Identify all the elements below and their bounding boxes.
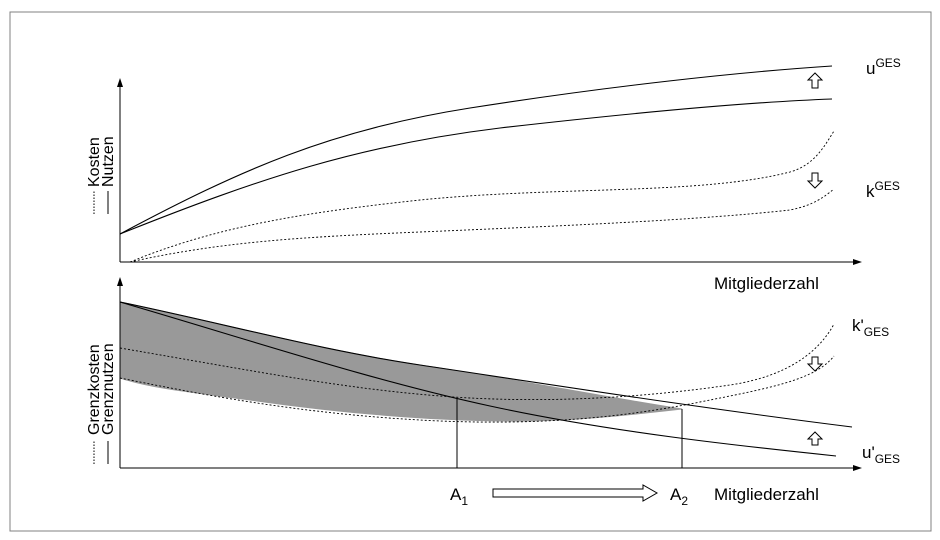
y-label-nutzen: Nutzen (100, 136, 117, 187)
down-arrow-icon (806, 356, 824, 372)
a2-label: A2 (670, 485, 688, 508)
bottom-y-axis-arrowhead (117, 277, 123, 286)
outer-border (9, 11, 932, 532)
top-panel: Nutzen Kosten uGES kGES Mitgliederzahl (86, 56, 901, 293)
u-ges-label: uGES (866, 56, 901, 78)
u-prime-ges-label: u'GES (862, 443, 900, 466)
y-label-grenzkosten: Grenzkosten (86, 344, 103, 435)
k-ges-label: kGES (866, 179, 900, 201)
k-prime-ges-upper-curve (119, 323, 835, 401)
bottom-x-axis-arrowhead (853, 465, 862, 471)
bottom-panel: Grenznutzen Grenzkosten k'GES u'GES A1 A… (86, 277, 900, 508)
k-ges-lower-curve (129, 188, 835, 263)
y-label-grenznutzen: Grenznutzen (100, 343, 117, 435)
up-arrow-icon (806, 72, 824, 89)
u-ges-upper-curve (119, 65, 833, 235)
top-y-axis-arrowhead (117, 78, 123, 87)
top-x-label: Mitgliederzahl (714, 274, 819, 293)
y-label-kosten: Kosten (86, 137, 103, 187)
down-arrow-icon (806, 172, 824, 189)
u-prime-ges-upper-curve (119, 301, 853, 428)
k-prime-ges-label: k'GES (852, 316, 889, 339)
top-x-axis-arrowhead (853, 259, 862, 265)
k-ges-upper-curve (129, 130, 835, 263)
u-ges-lower-curve (119, 98, 833, 235)
u-prime-ges-lower-curve (119, 301, 837, 457)
a1-label: A1 (450, 485, 468, 508)
bottom-x-label: Mitgliederzahl (714, 485, 819, 504)
right-arrow-icon (492, 484, 659, 502)
up-arrow-icon (806, 431, 824, 446)
